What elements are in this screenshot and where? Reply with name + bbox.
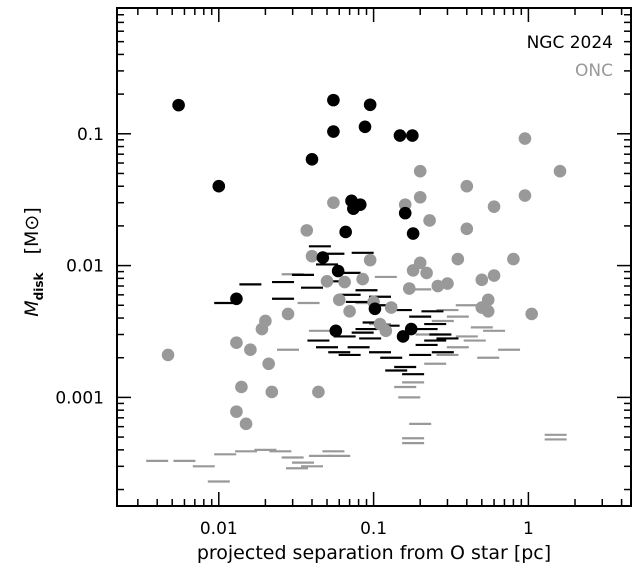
onc-detection <box>235 380 248 394</box>
onc-detection <box>487 269 501 282</box>
onc-detection <box>451 252 465 266</box>
onc-detection <box>363 253 377 267</box>
plot-frame <box>116 7 632 507</box>
x-tick-label: 1 <box>523 519 534 539</box>
ngc2024-detection <box>398 206 412 220</box>
onc-detection <box>413 256 427 270</box>
ngc2024-detection <box>230 292 243 306</box>
onc-detection <box>379 324 393 338</box>
onc-detection <box>487 200 501 213</box>
y-tick-label: 0.1 <box>77 125 104 145</box>
y-label-unit: [M⊙] <box>21 207 43 254</box>
onc-detection <box>230 405 243 418</box>
onc-detection <box>413 164 427 178</box>
onc-detection <box>343 304 356 318</box>
ngc2024-detection <box>406 227 420 240</box>
onc-detection <box>481 304 495 318</box>
x-axis-label: projected separation from O star [pc] <box>197 542 551 564</box>
y-label-sub: disk <box>32 271 46 300</box>
onc-detection <box>518 132 532 145</box>
ngc2024-detection <box>396 330 410 343</box>
onc-detection <box>481 293 495 307</box>
y-tick-label: 0.001 <box>55 388 104 408</box>
onc-detection <box>265 385 279 399</box>
onc-detection <box>431 279 445 293</box>
ngc2024-detection <box>393 129 407 142</box>
onc-detection <box>327 196 340 210</box>
onc-detection <box>161 348 175 362</box>
onc-detection <box>475 273 489 287</box>
ngc2024-detection <box>327 125 340 138</box>
ngc2024-detection <box>404 322 418 336</box>
onc-detection <box>402 282 416 295</box>
onc-detection <box>460 179 474 193</box>
ngc2024-detection <box>331 264 345 278</box>
onc-detection <box>525 307 538 321</box>
onc-detection <box>356 272 369 286</box>
x-tick-label: 0.1 <box>360 519 387 539</box>
onc-detection <box>460 222 474 236</box>
svg-text:Mdisk [M⊙]: Mdisk [M⊙] <box>21 207 46 317</box>
legend-label-ngc2024: NGC 2024 <box>527 33 613 53</box>
ngc2024-detection <box>339 225 352 239</box>
onc-detection <box>320 274 334 288</box>
onc-detection <box>244 343 257 357</box>
ngc2024-detection <box>358 120 372 134</box>
ngc2024-detection <box>305 153 319 166</box>
onc-detection <box>518 189 532 202</box>
ngc2024-detection <box>368 302 382 316</box>
onc-detection <box>262 357 275 371</box>
onc-detection <box>332 293 346 307</box>
ngc2024-detection <box>329 324 343 338</box>
onc-detection <box>413 190 427 204</box>
legend-label-onc: ONC <box>575 61 613 81</box>
onc-detection <box>312 385 325 399</box>
tick-labels: 0.01 0.1 1 0.001 0.01 0.1 <box>55 125 533 539</box>
y-label-main: M <box>21 300 43 316</box>
onc-detection <box>338 275 351 289</box>
onc-detection <box>281 307 295 321</box>
onc-detection-points <box>161 132 567 431</box>
onc-detection <box>305 249 319 263</box>
ngc2024-detection <box>353 198 367 211</box>
y-tick-label: 0.01 <box>66 257 104 277</box>
ngc2024-detection <box>406 129 419 142</box>
ngc2024-detection <box>172 98 185 112</box>
onc-detection <box>423 214 436 227</box>
ngc2024-detection <box>327 93 340 107</box>
ngc2024-detection <box>363 98 377 112</box>
onc-detection <box>384 301 398 314</box>
x-tick-label: 0.01 <box>200 519 238 539</box>
onc-detection <box>239 417 253 431</box>
onc-detection <box>441 277 454 290</box>
onc-detection <box>420 266 433 280</box>
axis-ticks <box>117 7 631 506</box>
ngc2024-detection <box>212 179 226 193</box>
ngc2024-detection <box>316 251 330 264</box>
ngc2024-detection-points <box>172 93 420 343</box>
onc-detection <box>507 252 520 266</box>
onc-detection <box>300 224 314 237</box>
onc-upper-limit-markers <box>146 273 567 483</box>
onc-detection <box>259 314 272 328</box>
onc-detection <box>230 336 243 350</box>
onc-detection <box>553 164 567 178</box>
y-axis-label: Mdisk [M⊙] <box>21 207 46 317</box>
